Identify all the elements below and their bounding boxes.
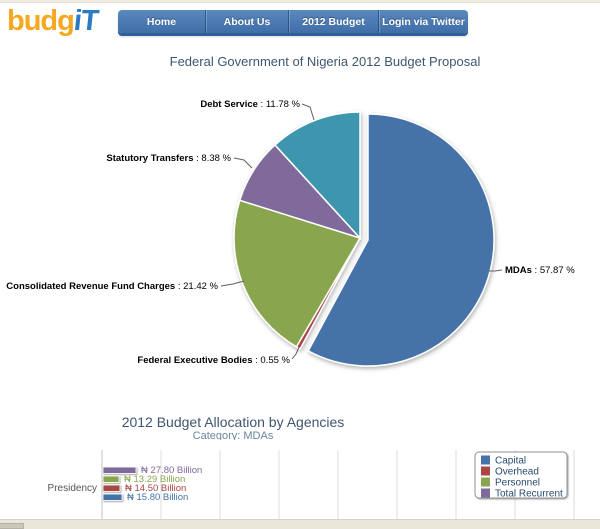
pie-label-statutory-transfers: Statutory Transfers : 8.38 % (106, 153, 231, 164)
pie-slice-consolidated-revenue-fund-charges[interactable] (233, 199, 362, 348)
value-label-personnel: ₦ 13.29 Billion (124, 474, 185, 485)
legend-label-capital: Capital (495, 456, 526, 467)
nav-item-login-label: Login via Twitter (382, 15, 465, 28)
connector-crf-charges (220, 280, 245, 287)
pie-label-debt-service: Debt Service : 11.78 % (200, 99, 300, 110)
pie-label-crf-charges: Consolidated Revenue Fund Charges : 21.4… (6, 281, 218, 292)
nav-item-2012-budget-label: 2012 Budget (302, 15, 365, 28)
pie-chart: Federal Government of Nigeria 2012 Budge… (6, 54, 575, 367)
legend-item-total-recurrent[interactable]: Total Recurrent (481, 488, 563, 500)
pie-label-mdas-value: : 57.87 % (532, 265, 575, 276)
pie-label-mdas-name: MDAs (505, 265, 532, 276)
pie-chart-title: Federal Government of Nigeria 2012 Budge… (170, 54, 481, 69)
nav-item-login-via-twitter[interactable]: Login via Twitter (378, 10, 468, 33)
scroll-corner-chip (0, 523, 24, 529)
nav-item-about-us-label: About Us (223, 15, 271, 28)
bar-chart-grid (101, 450, 575, 519)
legend-swatch-capital (481, 455, 490, 465)
legend-label-personnel: Personnel (495, 478, 540, 489)
value-label-capital: ₦ 15.80 Billion (127, 492, 188, 503)
bar-chart: Presidency ₦ 27.80 Billion ₦ 13.29 Billi… (48, 450, 575, 519)
value-label-overhead: ₦ 14.50 Billion (125, 483, 186, 494)
budgit-logo[interactable]: budgiT (7, 4, 100, 38)
legend-item-capital[interactable]: Capital (481, 455, 526, 467)
legend-swatch-total-recurrent (481, 488, 490, 498)
nav-item-about-us[interactable]: About Us (205, 10, 288, 33)
legend-swatch-overhead (481, 466, 490, 476)
nav-item-home[interactable]: Home (118, 10, 205, 33)
pie-label-federal-executive-bodies-value: : 0.55 % (253, 355, 291, 366)
logo-text-budg: budg (7, 5, 75, 37)
bar-overhead[interactable] (102, 484, 121, 492)
pie-label-federal-executive-bodies-name: Federal Executive Bodies (137, 355, 252, 366)
legend-swatch-personnel (481, 477, 490, 487)
bar-chart-subtitle: Category: MDAs (193, 430, 274, 440)
connector-statutory-transfers (233, 157, 253, 169)
pie-label-crf-charges-name: Consolidated Revenue Fund Charges (6, 281, 175, 292)
logo-text-it: iT (72, 5, 100, 37)
pie-label-crf-charges-value: : 21.42 % (175, 281, 218, 292)
nav-item-2012-budget[interactable]: 2012 Budget (288, 10, 378, 33)
pie-label-debt-service-name: Debt Service (200, 99, 258, 110)
bar-capital[interactable] (102, 493, 123, 501)
legend-item-overhead[interactable]: Overhead (481, 466, 539, 478)
connector-federal-executive-bodies (291, 346, 300, 360)
bottom-border-strip (0, 519, 600, 529)
bar-personnel[interactable] (102, 475, 120, 483)
pie-label-mdas: MDAs : 57.87 % (505, 265, 575, 276)
bar-chart-header: 2012 Budget Allocation by Agencies Categ… (122, 414, 345, 440)
pie-label-debt-service-value: : 11.78 % (258, 99, 301, 110)
legend-box (474, 451, 568, 499)
legend-item-personnel[interactable]: Personnel (481, 477, 540, 489)
pie-slices (233, 111, 495, 367)
top-border-strip (0, 0, 600, 3)
main-nav: Home About Us 2012 Budget Login via Twit… (118, 10, 468, 33)
connector-mdas (489, 269, 503, 272)
value-label-total-recurrent: ₦ 27.80 Billion (141, 465, 202, 476)
legend: Capital Overhead Personnel Total Recurre… (474, 451, 568, 500)
nav-item-home-label: Home (146, 15, 177, 28)
pie-label-statutory-transfers-name: Statutory Transfers (106, 153, 193, 164)
bar-chart-title: 2012 Budget Allocation by Agencies (122, 414, 345, 430)
bar-total-recurrent[interactable] (102, 466, 137, 474)
category-label-presidency: Presidency (48, 483, 97, 494)
legend-label-overhead: Overhead (495, 467, 539, 478)
pie-label-statutory-transfers-value: : 8.38 % (194, 153, 232, 164)
bar-group-presidency (102, 466, 137, 501)
connector-debt-service (301, 103, 315, 121)
pie-label-federal-executive-bodies: Federal Executive Bodies : 0.55 % (137, 355, 290, 366)
pie-slice-debt-service[interactable] (273, 111, 361, 240)
legend-label-total-recurrent: Total Recurrent (495, 489, 563, 500)
